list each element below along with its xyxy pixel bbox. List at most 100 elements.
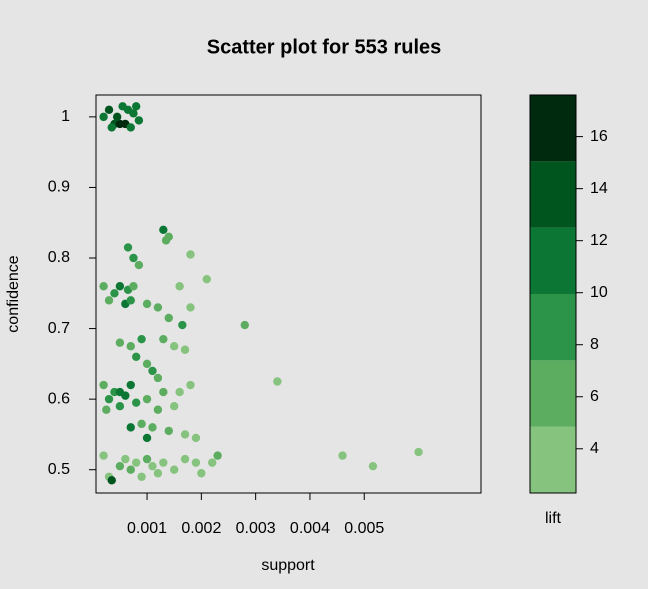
y-axis-label: confidence <box>5 255 22 332</box>
point <box>180 454 190 464</box>
point <box>153 469 163 478</box>
point <box>104 296 114 305</box>
point <box>134 116 144 125</box>
x-tick-label: 0.001 <box>127 520 167 537</box>
point <box>99 380 108 390</box>
chart-title: Scatter plot for 553 rules <box>207 36 442 58</box>
point <box>153 373 163 383</box>
point <box>159 458 168 467</box>
x-tick-label: 0.004 <box>290 520 330 537</box>
point <box>197 469 206 478</box>
point <box>186 250 195 259</box>
point <box>131 398 141 407</box>
point <box>169 402 179 411</box>
colorbar-band <box>530 426 576 493</box>
point <box>107 123 116 132</box>
point <box>137 334 146 344</box>
point <box>115 282 125 291</box>
point <box>186 380 195 390</box>
point <box>180 430 190 439</box>
point <box>129 109 138 118</box>
x-tick-label: 0.003 <box>236 520 276 537</box>
point <box>191 433 201 443</box>
y-tick-label: 1 <box>61 108 70 125</box>
point <box>142 299 152 309</box>
point <box>99 282 108 291</box>
point <box>126 123 135 132</box>
point <box>121 454 130 464</box>
y-tick-label: 0.5 <box>48 461 70 478</box>
y-tick-label: 0.6 <box>48 390 70 407</box>
colorbar-label: lift <box>545 510 562 527</box>
point <box>153 405 163 414</box>
point <box>129 282 138 291</box>
colorbar-band <box>530 161 576 228</box>
point <box>368 461 378 471</box>
plot-frame <box>95 94 482 494</box>
colorbar-band <box>530 227 576 294</box>
point <box>115 338 125 347</box>
point <box>134 260 144 270</box>
point <box>104 394 114 404</box>
colorbar-tick-label: 16 <box>590 128 608 145</box>
point <box>112 112 122 122</box>
point <box>142 454 152 464</box>
point <box>131 458 141 467</box>
y-tick-label: 0.7 <box>48 320 70 337</box>
colorbar-tick-label: 8 <box>590 336 599 353</box>
point <box>169 465 179 474</box>
y-tick-label: 0.9 <box>48 179 70 196</box>
point <box>126 342 135 351</box>
point <box>159 387 168 397</box>
x-tick-label: 0.005 <box>344 520 384 537</box>
point <box>178 320 187 330</box>
x-tick-label: 0.002 <box>181 520 221 537</box>
point <box>191 458 201 467</box>
point <box>240 320 249 330</box>
point <box>148 423 157 432</box>
point <box>273 377 282 386</box>
colorbar-band <box>530 294 576 361</box>
point <box>126 296 135 305</box>
point <box>142 359 152 369</box>
point <box>161 236 171 245</box>
point <box>142 394 152 404</box>
point <box>159 334 168 344</box>
point <box>159 225 168 234</box>
point <box>107 476 116 485</box>
point <box>126 423 135 432</box>
point <box>164 426 173 436</box>
colorbar-tick-label: 12 <box>590 232 608 249</box>
point <box>175 387 184 397</box>
point <box>164 313 173 323</box>
point <box>213 451 222 460</box>
y-tick-label: 0.8 <box>48 249 70 266</box>
point <box>169 342 179 351</box>
point <box>99 451 108 460</box>
point <box>338 451 347 460</box>
point <box>131 352 141 362</box>
point <box>202 274 211 284</box>
point <box>115 461 125 471</box>
point <box>110 289 119 298</box>
point <box>126 380 135 390</box>
point <box>126 465 135 474</box>
colorbar-frame <box>529 94 577 494</box>
point <box>123 243 133 252</box>
point <box>102 405 111 414</box>
point <box>137 419 146 429</box>
point <box>142 433 152 443</box>
point <box>121 391 130 400</box>
colorbar-band <box>530 360 576 427</box>
point <box>129 253 138 263</box>
point <box>148 461 157 471</box>
point <box>175 282 184 291</box>
point <box>137 472 146 481</box>
colorbar-tick-label: 14 <box>590 180 608 197</box>
colorbar-band <box>530 95 576 162</box>
point <box>208 458 217 467</box>
point <box>148 366 157 376</box>
colorbar-tick-label: 4 <box>590 440 599 457</box>
point <box>186 303 195 312</box>
